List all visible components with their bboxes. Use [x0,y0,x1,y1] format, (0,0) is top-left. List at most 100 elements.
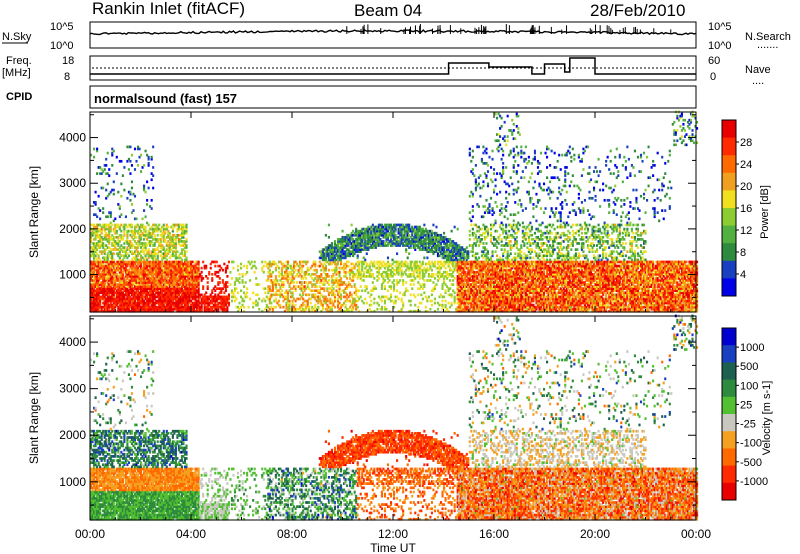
power-cell [449,279,451,282]
power-cell [148,162,150,165]
power-cell [222,269,224,272]
power-cell [258,283,260,286]
power-cell [202,261,204,264]
power-cell [367,291,369,294]
power-cell [328,224,330,227]
power-cell [145,191,147,194]
power-cell [449,287,451,290]
freq-right-tick-top: 60 [708,55,720,67]
power-cell [328,275,330,278]
power-cell [351,285,353,288]
power-cell [451,302,453,305]
power-cell [129,146,131,149]
power-cell [110,211,112,214]
power-cell [390,285,392,288]
power-cell [417,294,419,297]
power-cell [251,261,253,264]
power-cell [420,294,422,297]
power-cell [116,230,118,233]
power-cell [416,261,418,264]
power-cell [317,306,319,309]
power-cell [154,234,156,237]
power-cell [384,279,386,282]
power-cell [431,269,433,272]
power-cell [157,234,159,237]
power-cell [145,215,147,218]
power-cell [387,289,389,292]
power-cell [243,306,245,309]
power-cell [363,279,365,282]
power-cell [275,298,277,301]
power-cell [249,298,251,301]
power-cell [151,207,153,210]
power-cell [360,285,362,288]
power-cell [345,271,347,274]
power-cell [320,300,322,303]
power-cell [243,265,245,268]
power-cell [387,257,389,260]
power-cell [366,285,368,288]
power-cell [340,277,342,280]
power-cell [293,281,295,284]
power-cell [131,187,133,190]
power-cell [437,308,439,311]
power-cell [229,283,231,286]
power-cell [242,279,244,282]
power-cell [316,269,318,272]
power-cell [93,156,95,159]
power-cell [142,217,144,220]
power-cell [111,164,113,167]
power-cell [232,261,234,264]
power-cell [120,160,122,163]
power-cell [435,283,437,286]
power-cell [140,154,142,157]
power-cell [163,224,165,227]
power-cell [107,215,109,218]
power-cell [98,195,100,198]
power-cell [113,193,115,196]
power-cell [434,298,436,301]
power-cell [264,287,266,290]
power-cell [432,281,434,284]
power-cell [334,294,336,297]
power-cell [375,287,377,290]
power-cell [401,298,403,301]
power-cell [445,267,447,270]
power-cell [429,279,431,282]
power-cell [445,300,447,303]
freq-left-label-1: Freq. [6,55,32,67]
power-cell [176,250,178,253]
power-cell [410,300,412,303]
power-cell [295,304,297,307]
date-title: 28/Feb/2010 [590,1,685,20]
power-cell [258,298,260,301]
power-cell [252,291,254,294]
power-cell [113,252,115,255]
power-cell [417,306,419,309]
power-cell [407,263,409,266]
power-cell [357,306,359,309]
station-title: Rankin Inlet (fitACF) [92,0,245,18]
power-cell [396,252,398,255]
power-cell [138,148,140,151]
power-cell [143,209,145,212]
power-cell [445,304,447,307]
power-cell [151,156,153,159]
power-cell [167,226,169,229]
power-cell [226,275,228,278]
power-cell [381,300,383,303]
noise-sky-trace [90,30,696,35]
power-cell [454,296,456,299]
power-cell [102,211,104,214]
power-cell [372,281,374,284]
power-cell [219,277,221,280]
noise-frame [90,22,696,48]
power-cell [123,166,125,169]
power-cell [246,271,248,274]
power-cell [113,189,115,192]
power-cell [314,304,316,307]
power-cell [373,261,375,264]
power-cell [258,308,260,311]
power-cell [229,271,231,274]
power-cell [242,273,244,276]
